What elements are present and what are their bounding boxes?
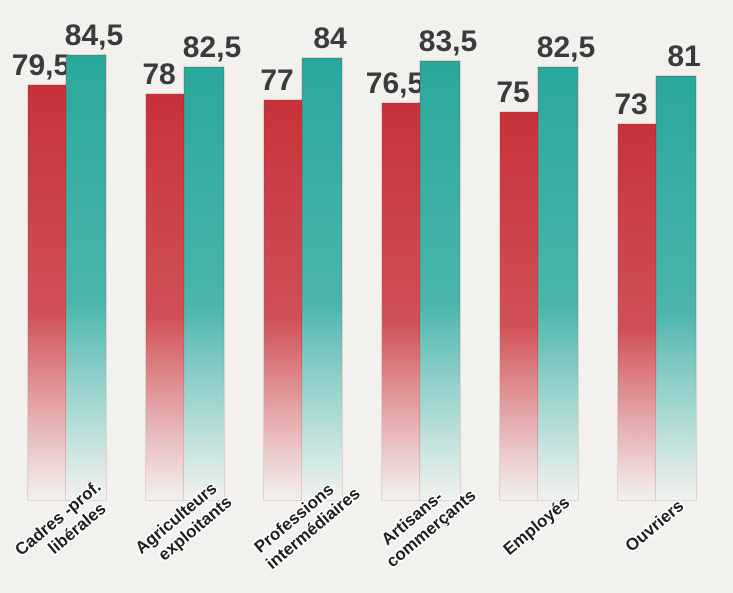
value-label: 83,5 (419, 25, 477, 58)
value-label: 84,5 (65, 19, 123, 52)
bar-fade (184, 67, 224, 500)
bar-fade (420, 61, 460, 500)
bar-fade (656, 76, 696, 500)
bar-fade (618, 124, 656, 500)
bar-fade (382, 103, 420, 500)
value-label: 78 (142, 58, 175, 91)
bar-fade (146, 94, 184, 500)
value-label: 82,5 (183, 31, 241, 64)
bar-fade (500, 112, 538, 500)
value-label: 76,5 (366, 67, 424, 100)
bar-fade (28, 85, 66, 500)
value-label: 84 (313, 22, 347, 55)
bar-fade (302, 58, 342, 500)
bar-fade (66, 55, 106, 500)
value-label: 73 (614, 88, 647, 121)
value-label: 77 (260, 64, 293, 97)
value-label: 81 (667, 40, 700, 73)
value-label: 79,5 (12, 49, 70, 82)
bar-fade (538, 67, 578, 500)
value-label: 82,5 (537, 31, 595, 64)
bar-fade (264, 100, 302, 500)
chart: 79,5787776,5757384,582,58483,582,581Cadr… (0, 0, 733, 593)
value-label: 75 (496, 76, 529, 109)
